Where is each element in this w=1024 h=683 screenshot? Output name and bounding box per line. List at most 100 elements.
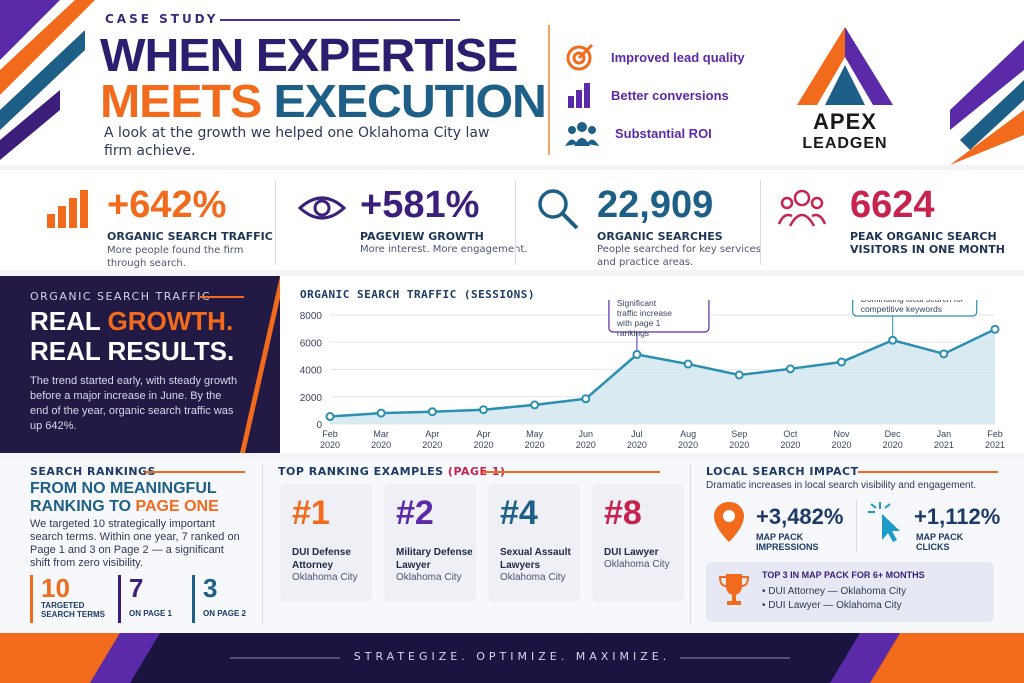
title-line-1: WHEN EXPERTISE [100, 29, 518, 81]
data-point [888, 335, 898, 345]
x-tick-label: Sep [731, 429, 747, 439]
x-tick-label: 2020 [422, 440, 442, 450]
y-tick-label: 2000 [300, 393, 323, 404]
stat-desc: People searched for key services and pra… [597, 244, 761, 268]
example-card-3: #4 Sexual Assault Lawyers Oklahoma City [488, 484, 580, 602]
y-tick-label: 4000 [300, 366, 323, 377]
stat-label: ORGANIC SEARCHES [597, 230, 723, 243]
x-tick-label: Feb [322, 429, 338, 439]
x-tick-label: 2021 [934, 440, 954, 450]
x-tick-label: Dec [885, 429, 902, 439]
examples-kicker-page: (PAGE 1) [447, 465, 506, 478]
stat-divider [275, 180, 276, 265]
stat-organic-searches: 22,909 ORGANIC SEARCHES People searched … [535, 180, 775, 270]
growth-head-growth: GROWTH. [107, 306, 234, 336]
stat-label: PEAK ORGANIC SEARCH [850, 230, 997, 243]
annotation-box [852, 300, 978, 317]
annotation-text: rankings [617, 328, 649, 338]
example-term: DUI Defense Attorney [292, 547, 351, 571]
x-tick-label: Jun [579, 429, 594, 439]
count-value: 7 [129, 573, 144, 603]
count-value: 3 [203, 573, 218, 603]
rankings-kicker: SEARCH RANKINGS [30, 465, 156, 478]
example-city: Oklahoma City [396, 572, 462, 583]
footer-tagline: STRATEGIZE. OPTIMIZE. MAXIMIZE. [353, 650, 671, 663]
clicks-value: +1,112% [914, 504, 1001, 529]
traffic-chart: 02000400060008000Feb2020Mar2020Apr2020Ap… [300, 300, 1005, 450]
x-tick-label: Feb [987, 429, 1003, 439]
example-city: Oklahoma City [500, 572, 566, 583]
example-card-1: #1 DUI Defense Attorney Oklahoma City [280, 484, 372, 602]
header-left-stripes [0, 0, 95, 160]
x-tick-label: Aug [680, 429, 696, 439]
y-tick-label: 8000 [300, 311, 323, 322]
example-name: DUI Lawyer Oklahoma City [604, 546, 682, 570]
count-label: TARGETED SEARCH TERMS [41, 601, 106, 619]
x-tick-label: 2020 [729, 440, 749, 450]
data-point [325, 412, 335, 422]
example-city: Oklahoma City [604, 559, 670, 570]
benefit-label: Better conversions [611, 87, 729, 103]
x-tick-label: 2020 [320, 440, 340, 450]
example-card-4: #8 DUI Lawyer Oklahoma City [592, 484, 684, 602]
example-name: Military Defense Lawyer Oklahoma City [396, 546, 474, 583]
title-meets: MEETS [100, 75, 274, 127]
target-icon [566, 43, 594, 71]
stat-label: ORGANIC SEARCH TRAFFIC [107, 230, 273, 243]
top3-item-text: DUI Attorney — Oklahoma City [768, 586, 907, 597]
stat-peak-visitors: 6624 PEAK ORGANIC SEARCH VISITORS IN ONE… [778, 180, 1018, 270]
map-pin-icon [714, 502, 744, 542]
header-divider [548, 25, 550, 155]
y-tick-label: 6000 [300, 338, 323, 349]
growth-head-real: REAL [30, 306, 108, 336]
data-point [939, 349, 949, 359]
click-cursor-icon [868, 502, 900, 542]
section-divider [690, 464, 691, 624]
example-city: Oklahoma City [292, 572, 358, 583]
x-tick-label: 2020 [371, 440, 391, 450]
x-tick-label: Nov [834, 429, 851, 439]
x-tick-label: Apr [476, 429, 490, 439]
local-kicker-line [858, 471, 998, 473]
data-point [427, 407, 437, 417]
count-page-1: 7 ON PAGE 1 [118, 575, 188, 623]
rankings-kicker-line [145, 471, 245, 473]
rankings-head-2: RANKING TO PAGE ONE [30, 498, 219, 516]
logo-text-leadgen: LEADGEN [802, 135, 888, 152]
stat-pageview-growth: +581% PAGEVIEW GROWTH More interest. Mor… [298, 180, 538, 270]
rankings-head-ranking: RANKING TO [30, 498, 136, 515]
top3-item: • DUI Lawyer — Oklahoma City [762, 600, 902, 611]
x-tick-label: May [526, 429, 544, 439]
stat-divider [515, 180, 516, 265]
rankings-head-1: FROM NO MEANINGFUL [30, 480, 217, 497]
people-icon [778, 189, 826, 227]
benefit-conversions: Better conversions [565, 80, 729, 110]
benefit-label: Substantial ROI [615, 125, 712, 141]
count-label: ON PAGE 2 [203, 609, 246, 618]
subtitle: A look at the growth we helped one Oklah… [104, 125, 490, 159]
example-term: Military Defense Lawyer [396, 547, 473, 571]
example-rank: #4 [500, 494, 538, 532]
x-tick-label: 2020 [883, 440, 903, 450]
data-point [581, 394, 591, 404]
x-tick-label: Jan [937, 429, 952, 439]
count-label: ON PAGE 1 [129, 609, 172, 618]
data-point [837, 357, 847, 367]
benefit-roi: Substantial ROI [565, 118, 712, 148]
rankings-body: We targeted 10 strategically important s… [30, 518, 240, 569]
x-tick-label: 2020 [832, 440, 852, 450]
footer-stripes [0, 633, 1024, 683]
impressions-label: MAP PACK IMPRESSIONS [756, 532, 819, 552]
stat-desc: More people found the firm through searc… [107, 245, 244, 269]
y-tick-label: 0 [316, 420, 322, 431]
annotation-text: Dominating local search for [861, 300, 964, 304]
x-tick-label: Oct [783, 429, 798, 439]
benefit-lead-quality: Improved lead quality [565, 42, 745, 72]
example-term: DUI Lawyer [604, 547, 659, 558]
local-desc: Dramatic increases in local search visib… [706, 480, 977, 491]
logo-text-apex: APEX [813, 109, 877, 134]
growth-kicker-line [200, 296, 244, 298]
data-point [785, 364, 795, 374]
clicks-label: MAP PACK CLICKS [916, 532, 964, 552]
count-value: 10 [41, 573, 70, 603]
